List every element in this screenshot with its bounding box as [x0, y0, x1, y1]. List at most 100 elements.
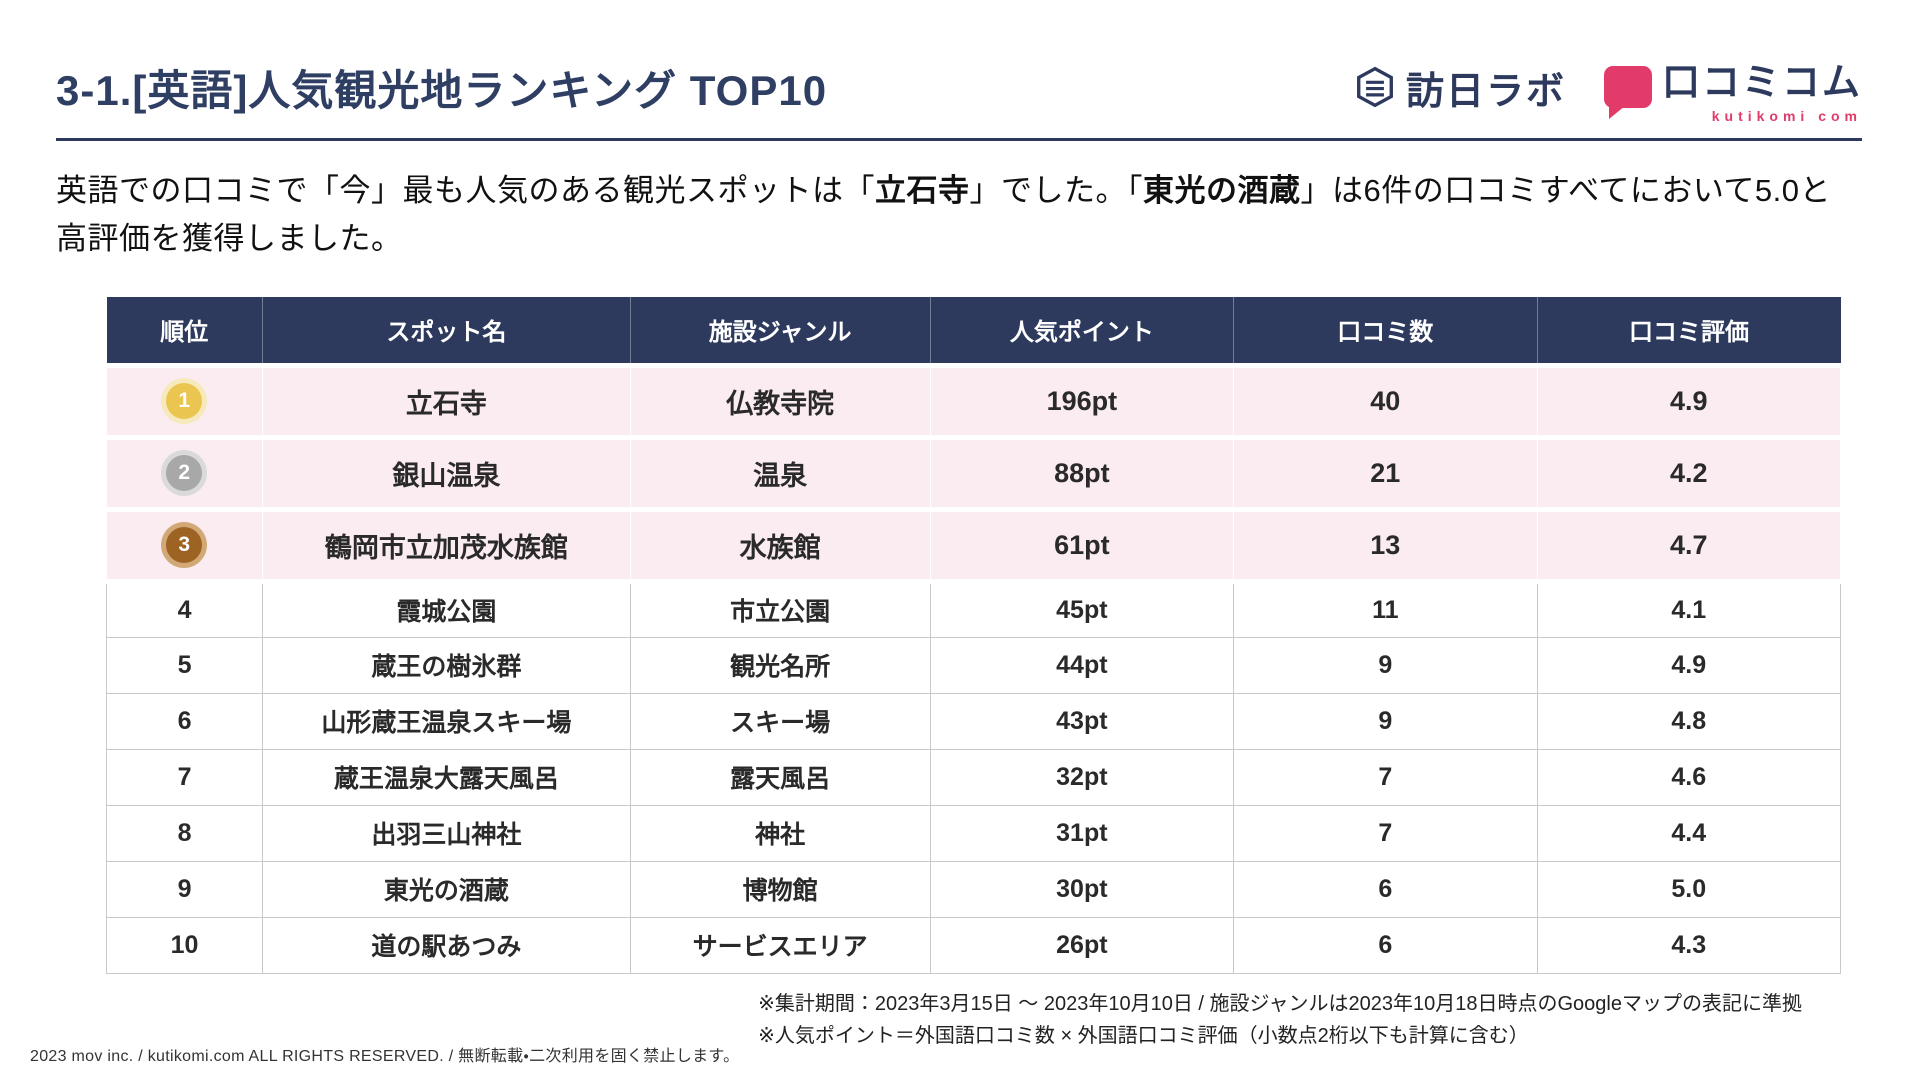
points-cell: 32pt [929, 748, 1235, 806]
houjitsulab-logo-text: 訪日ラボ [1405, 70, 1566, 113]
points-cell: 61pt [930, 506, 1235, 584]
spot-name-cell: 銀山温泉 [262, 434, 631, 512]
description-highlight: 立石寺 [875, 173, 970, 208]
rating-cell: 4.7 [1537, 506, 1841, 584]
spot-name-cell: 霞城公園 [262, 580, 631, 638]
points-cell: 88pt [930, 434, 1235, 512]
review-count-cell: 7 [1233, 804, 1538, 862]
table-row: 6 山形蔵王温泉スキー場 スキー場 43pt 9 4.8 [105, 692, 1841, 750]
spot-name-cell: 立石寺 [262, 362, 631, 440]
genre-cell: 市立公園 [629, 580, 931, 638]
review-count-cell: 11 [1233, 580, 1538, 638]
spot-name-cell: 山形蔵王温泉スキー場 [262, 692, 631, 750]
rating-cell: 4.3 [1536, 916, 1841, 974]
description-segment: 」は6件の口コミすべてにおいて5.0と高評価を獲得しました。 [56, 173, 1831, 257]
rank-cell: 7 [105, 748, 264, 806]
review-count-cell: 40 [1233, 362, 1538, 440]
kutikomicom-logo: 口コミコム kutikomi com [1603, 51, 1862, 124]
review-count-cell: 9 [1233, 636, 1538, 694]
rank-cell: 9 [105, 860, 264, 918]
rank-cell: 5 [105, 636, 264, 694]
table-row: 1 立石寺 仏教寺院 196pt 40 4.9 [106, 362, 1841, 440]
points-cell: 30pt [929, 860, 1235, 918]
column-header-genre: 施設ジャンル [630, 297, 931, 366]
review-count-cell: 21 [1233, 434, 1538, 512]
houjitsulab-logo: 訪日ラボ [1354, 60, 1566, 115]
table-row: 5 蔵王の樹氷群 観光名所 44pt 9 4.9 [105, 636, 1841, 694]
description-highlight: 東光の酒蔵 [1143, 173, 1301, 208]
genre-cell: 観光名所 [629, 636, 931, 694]
ranking-table: 順位 スポット名 施設ジャンル 人気ポイント 口コミ数 口コミ評価 1 立石寺 仏教… [105, 297, 1841, 974]
rank-cell: 10 [105, 916, 264, 974]
ranking-table-body: 1 立石寺 仏教寺院 196pt 40 4.9 2 銀山温泉 温泉 88pt 21 4.2 3 鶴岡市立加… [105, 362, 1841, 974]
hexagon-icon [1357, 66, 1393, 108]
genre-cell: 神社 [629, 804, 931, 862]
genre-cell: 露天風呂 [629, 748, 931, 806]
rating-cell: 4.9 [1536, 636, 1841, 694]
description: 英語での口コミで「今」最も人気のある観光スポットは「立石寺」でした。「東光の酒蔵… [56, 167, 1862, 263]
rank-cell: 3 [106, 506, 264, 584]
header: 3-1.[英語]人気観光地ランキング TOP10 訪日ラボ 口コミコム kuti… [56, 44, 1862, 130]
logos: 訪日ラボ 口コミコム kutikomi com [1354, 51, 1862, 124]
kutikomicom-logo-text-wrap: 口コミコム kutikomi com [1662, 51, 1862, 124]
rating-cell: 4.1 [1536, 580, 1841, 638]
table-row: 8 出羽三山神社 神社 31pt 7 4.4 [105, 804, 1841, 862]
footnote-line: ※人気ポイント＝外国語口コミ数 × 外国語口コミ評価（小数点2桁以下も計算に含む… [758, 1024, 1529, 1047]
points-cell: 43pt [929, 692, 1235, 750]
rating-cell: 4.6 [1536, 748, 1841, 806]
table-row: 4 霞城公園 市立公園 45pt 11 4.1 [105, 580, 1841, 638]
genre-cell: 仏教寺院 [630, 362, 931, 440]
column-header-rating: 口コミ評価 [1537, 297, 1841, 366]
gold-medal-badge: 1 [166, 383, 203, 420]
description-segment: 」でした。「 [969, 173, 1143, 208]
bronze-medal-badge: 3 [166, 527, 203, 564]
footnote-line: ※集計期間：2023年3月15日 〜 2023年10月10日 / 施設ジャンルは… [758, 992, 1802, 1015]
table-container: 順位 スポット名 施設ジャンル 人気ポイント 口コミ数 口コミ評価 1 立石寺 仏教… [105, 297, 1862, 974]
points-cell: 44pt [929, 636, 1235, 694]
table-row: 7 蔵王温泉大露天風呂 露天風呂 32pt 7 4.6 [105, 748, 1841, 806]
spot-name-cell: 出羽三山神社 [262, 804, 631, 862]
points-cell: 26pt [929, 916, 1235, 974]
genre-cell: スキー場 [629, 692, 931, 750]
genre-cell: 水族館 [630, 506, 931, 584]
rating-cell: 4.4 [1536, 804, 1841, 862]
spot-name-cell: 道の駅あつみ [262, 916, 631, 974]
genre-cell: 温泉 [630, 434, 931, 512]
table-row: 2 銀山温泉 温泉 88pt 21 4.2 [106, 434, 1841, 512]
review-count-cell: 13 [1233, 506, 1538, 584]
rating-cell: 4.2 [1537, 434, 1841, 512]
spot-name-cell: 蔵王の樹氷群 [262, 636, 631, 694]
table-row: 10 道の駅あつみ サービスエリア 26pt 6 4.3 [105, 916, 1841, 974]
spot-name-cell: 蔵王温泉大露天風呂 [262, 748, 631, 806]
page-title: 3-1.[英語]人気観光地ランキング TOP10 [56, 66, 828, 114]
column-header-rank: 順位 [106, 297, 264, 366]
rank-cell: 4 [105, 580, 264, 638]
description-segment: 英語での口コミで「今」最も人気のある観光スポットは「 [56, 173, 875, 208]
points-cell: 31pt [929, 804, 1235, 862]
kutikomicom-logo-text: 口コミコム [1661, 61, 1862, 104]
spot-name-cell: 東光の酒蔵 [262, 860, 631, 918]
review-count-cell: 6 [1233, 860, 1538, 918]
divider [56, 138, 1862, 141]
spot-name-cell: 鶴岡市立加茂水族館 [262, 506, 631, 584]
rank-cell: 1 [106, 362, 264, 440]
points-cell: 196pt [930, 362, 1235, 440]
rank-cell: 6 [105, 692, 264, 750]
column-header-points: 人気ポイント [930, 297, 1235, 366]
silver-medal-badge: 2 [166, 455, 203, 492]
genre-cell: サービスエリア [629, 916, 931, 974]
review-count-cell: 6 [1233, 916, 1538, 974]
table-row: 3 鶴岡市立加茂水族館 水族館 61pt 13 4.7 [106, 506, 1841, 584]
footnotes: ※集計期間：2023年3月15日 〜 2023年10月10日 / 施設ジャンルは… [758, 988, 1802, 1052]
points-cell: 45pt [929, 580, 1235, 638]
rating-cell: 4.9 [1537, 362, 1841, 440]
review-count-cell: 7 [1233, 748, 1538, 806]
column-header-spot: スポット名 [262, 297, 631, 366]
speech-bubble-icon [1603, 66, 1652, 119]
column-header-reviews: 口コミ数 [1233, 297, 1538, 366]
kutikomicom-logo-subtext: kutikomi com [1711, 107, 1862, 124]
rating-cell: 4.8 [1536, 692, 1841, 750]
rating-cell: 5.0 [1536, 860, 1841, 918]
rank-cell: 2 [106, 434, 264, 512]
